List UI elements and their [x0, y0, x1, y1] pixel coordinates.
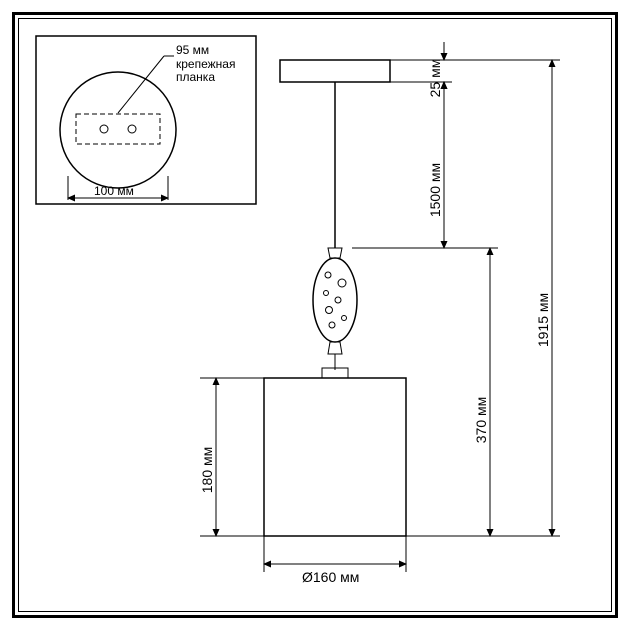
- bulb-hole: [335, 297, 341, 303]
- detail-circle: [60, 72, 176, 188]
- ferrule-bot: [328, 342, 342, 354]
- bulb-hole: [342, 316, 347, 321]
- dim-95: 95 мм: [176, 43, 209, 57]
- bracket-hole: [128, 125, 136, 133]
- bracket-hole: [100, 125, 108, 133]
- label-plate-2: планка: [176, 70, 215, 84]
- dim-1915: 1915 мм: [535, 293, 551, 347]
- canopy: [280, 60, 390, 82]
- mounting-bracket: [76, 114, 160, 144]
- shade: [264, 378, 406, 536]
- dim-370: 370 мм: [473, 397, 489, 444]
- dim-180: 180 мм: [199, 447, 215, 494]
- bulb-hole: [329, 322, 335, 328]
- drawing-svg: 95 мм крепежная планка 100 мм 25 мм 1500…: [0, 0, 630, 630]
- label-plate-1: крепежная: [176, 57, 235, 71]
- leader-line: [118, 56, 164, 113]
- bulb-hole: [325, 272, 331, 278]
- dim-25: 25 мм: [427, 59, 443, 98]
- bulb-hole: [326, 307, 333, 314]
- ferrule-top: [328, 248, 342, 258]
- bulb-hole: [324, 291, 329, 296]
- dim-160: Ø160 мм: [302, 569, 359, 585]
- dim-100: 100 мм: [94, 184, 134, 198]
- bulb-hole: [338, 279, 346, 287]
- dim-1500: 1500 мм: [427, 163, 443, 217]
